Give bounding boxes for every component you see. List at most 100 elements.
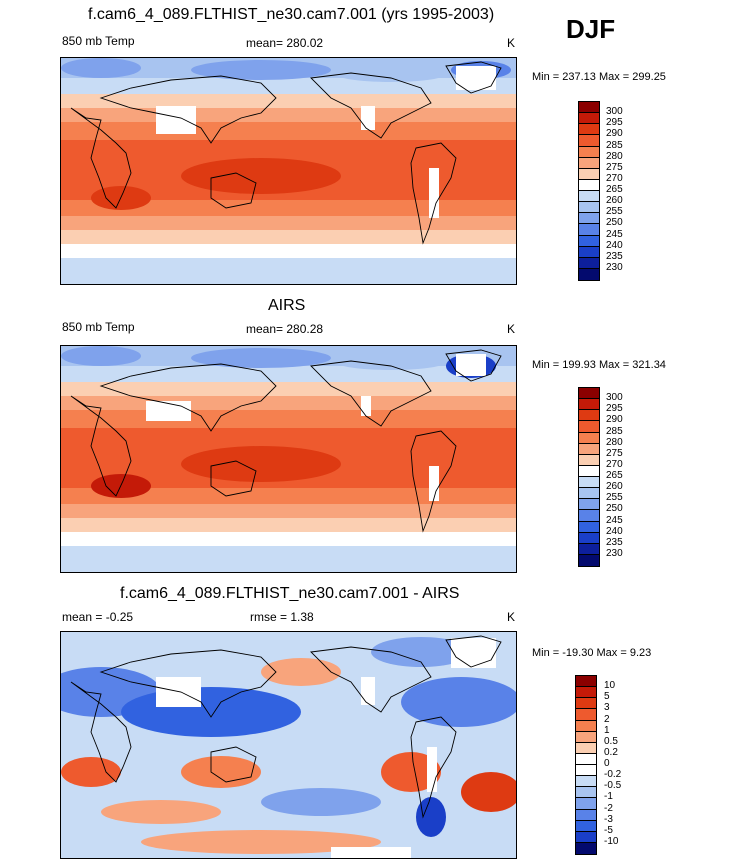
colorbar-swatch [579,135,599,147]
colorbar-tick-label: 275 [606,161,623,173]
panel2-minmax: Min = 199.93 Max = 321.34 [532,359,666,371]
colorbar-tick-label: 265 [606,470,623,481]
colorbar-tick-label: 245 [606,514,623,526]
panel1-map-svg [61,58,516,284]
panel2-title: AIRS [268,297,306,314]
season-label: DJF [566,14,616,44]
colorbar-tick-label: 255 [606,492,623,504]
colorbar-swatch [579,268,599,280]
colorbar-tick-label: -0.2 [604,769,622,781]
colorbar-swatch [579,235,599,247]
colorbar-tick-label: 240 [606,239,623,251]
colorbar-swatch [579,399,599,411]
colorbar-tick-label: 0.2 [604,746,618,758]
colorbar-swatch [579,465,599,477]
colorbar-tick-label: 300 [606,392,623,404]
colorbar-tick-label: 250 [606,217,623,229]
colorbar-swatch [579,521,599,533]
colorbar-tick-label: 280 [606,436,623,448]
colorbar-swatch [579,477,599,489]
colorbar-tick-label: 10 [604,680,616,692]
colorbar-swatch [579,202,599,214]
colorbar-swatch [579,421,599,433]
colorbar-swatch [579,388,599,400]
colorbar-swatch [576,776,596,788]
colorbar-tick-label: -1 [604,791,613,803]
colorbar-swatch [579,543,599,555]
colorbar-swatch [579,488,599,500]
colorbar-swatch [576,787,596,799]
colorbar-tick-label: 235 [606,536,623,548]
panel3-colorbar [575,675,597,855]
panel1-units: K [507,36,516,50]
colorbar-tick-label: 245 [606,228,623,240]
colorbar-tick-label: -2 [604,802,613,814]
colorbar-tick-label: 2 [604,713,610,725]
colorbar-swatch [576,798,596,810]
panel3-title: f.cam6_4_089.FLTHIST_ne30.cam7.001 - AIR… [120,585,460,602]
colorbar-tick-label: 255 [606,206,623,218]
colorbar-swatch [579,113,599,125]
colorbar-swatch [576,742,596,754]
colorbar-tick-label: 270 [606,458,623,470]
panel2-left-label: 850 mb Temp [62,320,135,334]
panel2-map [60,345,517,573]
colorbar-tick-label: 295 [606,117,623,129]
colorbar-tick-label: -5 [604,824,613,836]
colorbar-swatch [579,224,599,236]
colorbar-tick-label: 235 [606,250,623,262]
panel1-title: f.cam6_4_089.FLTHIST_ne30.cam7.001 (yrs … [88,6,495,23]
panel2-mean-label: mean= 280.28 [246,322,324,336]
colorbar-swatch [576,698,596,710]
panel3-rmse-label: rmse = 1.38 [250,610,314,624]
colorbar-tick-label: 270 [606,172,623,184]
tibet-mask [156,106,196,134]
colorbar-swatch [579,510,599,522]
panel2-map-svg [61,346,516,572]
colorbar-tick-label: 0 [604,758,610,769]
colorbar-tick-label: 1 [604,724,610,736]
colorbar-swatch [579,246,599,258]
colorbar-tick-label: 295 [606,403,623,415]
panel2-units: K [507,322,516,336]
coastlines [70,61,502,245]
colorbar-swatch [576,820,596,832]
colorbar-swatch [576,765,596,777]
colorbar-swatch [576,676,596,688]
colorbar-swatch [576,842,596,854]
colorbar-tick-label: 0.5 [604,735,618,747]
colorbar-tick-label: -0.5 [604,780,622,792]
colorbar-tick-label: -10 [604,835,619,847]
colorbar-swatch [579,124,599,136]
colorbar-tick-label: 3 [604,702,610,714]
colorbar-swatch [579,157,599,169]
colorbar-tick-label: 230 [606,261,623,273]
colorbar-swatch [579,191,599,203]
colorbar-tick-label: 275 [606,447,623,459]
panel1-minmax: Min = 237.13 Max = 299.25 [532,71,666,83]
colorbar-tick-label: 300 [606,106,623,118]
greenland-mask [456,66,496,90]
colorbar-swatch [579,213,599,225]
panel1-colorbar [578,101,600,281]
colorbar-tick-label: 5 [604,691,610,703]
colorbar-tick-label: 280 [606,150,623,162]
panel3-minmax: Min = -19.30 Max = 9.23 [532,647,652,659]
colorbar-swatch [576,731,596,743]
colorbar-tick-label: 265 [606,184,623,195]
panel2-colorbar [578,387,600,567]
band-polar-south [61,258,516,284]
colorbar-tick-label: 290 [606,128,623,140]
colorbar-tick-label: 250 [606,503,623,515]
panel3-mean-label: mean = -0.25 [62,610,134,624]
panel3-map-svg [61,632,516,858]
colorbar-swatch [579,146,599,158]
colorbar-tick-label: 285 [606,139,623,151]
colorbar-swatch [579,179,599,191]
colorbar-tick-label: 230 [606,547,623,559]
colorbar-swatch [579,102,599,114]
colorbar-swatch [579,554,599,566]
panel1-map [60,57,517,285]
panel1-left-label: 850 mb Temp [62,34,135,48]
colorbar-swatch [576,709,596,721]
